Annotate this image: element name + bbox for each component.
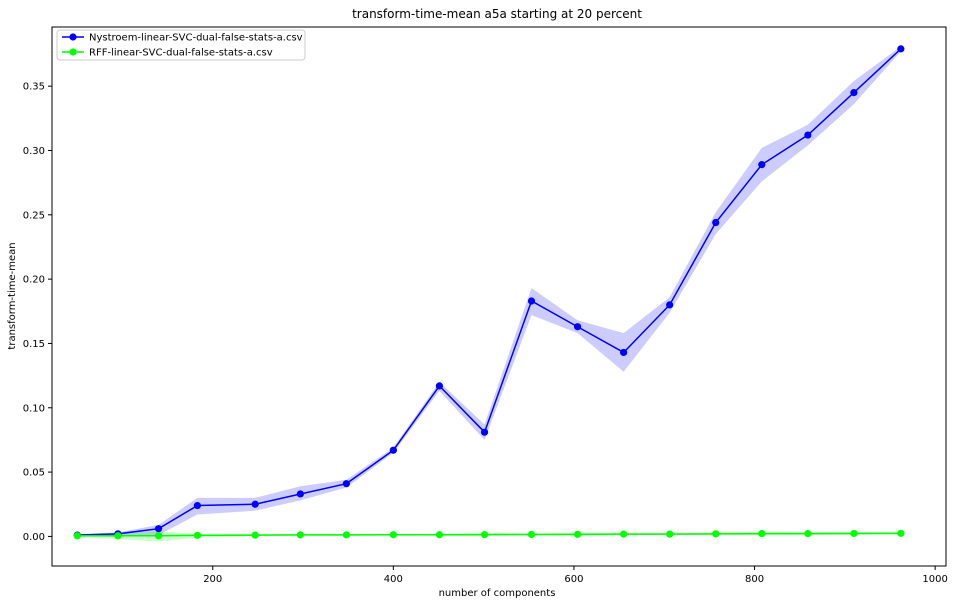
y-tick-label: 0.25 [23, 210, 45, 221]
y-axis-ticks: 0.00 0.05 0.10 0.15 0.20 0.25 0.30 0.35 [23, 82, 52, 543]
legend-items: Nystroem-linear-SVC-dual-false-stats-a.c… [62, 33, 303, 59]
series-1-point [193, 531, 201, 539]
x-axis-ticks: 200 400 600 800 1000 [203, 566, 948, 585]
series-0-point [850, 89, 858, 97]
x-tick-label: 600 [564, 574, 583, 585]
x-tick-label: 400 [384, 574, 403, 585]
series-0-point [804, 131, 812, 139]
series-1-point [850, 529, 858, 538]
series-1-point [154, 532, 163, 540]
series-1-point [342, 531, 350, 539]
series-0-point [620, 348, 628, 357]
series-1-point [114, 532, 122, 540]
chart-title: transform-time-mean a5a starting at 20 p… [352, 7, 642, 21]
series-0-band [77, 46, 901, 537]
series-1-point [573, 530, 582, 538]
y-tick-label: 0.30 [23, 146, 45, 157]
y-tick-label: 0.05 [23, 468, 45, 479]
y-tick-label: 0.20 [23, 275, 45, 286]
y-tick-label: 0.35 [23, 82, 45, 93]
series-0-point [296, 490, 304, 498]
series-0-point [435, 382, 443, 390]
series-0-line [77, 48, 902, 536]
legend-box [56, 29, 306, 61]
series-1-point [804, 529, 812, 538]
confidence-bands [77, 46, 901, 542]
series-0-point [527, 297, 536, 305]
series-lines [77, 48, 902, 537]
legend-swatch-marker [69, 33, 77, 41]
legend-swatch-marker [69, 48, 77, 56]
series-1-point [389, 531, 397, 539]
series-1-point [897, 529, 905, 537]
series-1-point [251, 531, 259, 539]
series-1-point [435, 531, 443, 539]
y-tick-label: 0.10 [23, 403, 45, 414]
series-0-point [251, 500, 259, 508]
series-0-point [897, 45, 905, 53]
plot-area [51, 26, 947, 567]
series-0-point [389, 446, 397, 454]
x-tick-label: 800 [745, 574, 764, 585]
series-1-point [73, 532, 81, 540]
series-0-point [758, 161, 766, 169]
series-0-point [573, 323, 582, 331]
x-tick-label: 200 [203, 574, 222, 585]
series-1-point [480, 531, 489, 539]
y-tick-label: 0.00 [23, 532, 45, 543]
series-0-point [154, 525, 163, 533]
x-axis-label: number of components [439, 588, 556, 599]
series-1-point [712, 530, 720, 538]
series-0-point [666, 301, 674, 309]
x-tick-label: 1000 [922, 574, 947, 585]
series-1-point [666, 530, 674, 538]
series-1-point [296, 531, 304, 539]
plot-frame [51, 26, 947, 567]
legend: Nystroem-linear-SVC-dual-false-stats-a.c… [56, 29, 306, 61]
series-1-point [620, 530, 628, 538]
y-tick-label: 0.15 [23, 339, 45, 350]
legend-label: RFF-linear-SVC-dual-false-stats-a.csv [89, 48, 273, 59]
series-points [73, 45, 905, 540]
series-1-point [527, 530, 536, 539]
series-0-point [342, 480, 350, 488]
series-1-point [758, 529, 766, 538]
series-0-point [712, 218, 720, 227]
y-axis-label: transform-time-mean [7, 242, 18, 349]
legend-label: Nystroem-linear-SVC-dual-false-stats-a.c… [89, 33, 303, 44]
series-0-point [193, 501, 201, 510]
series-0-point [480, 428, 489, 436]
